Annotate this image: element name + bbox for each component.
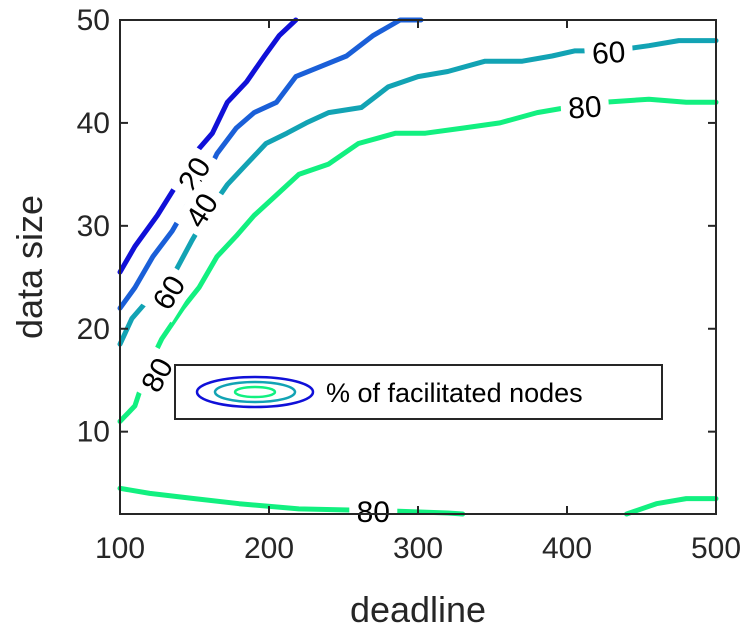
contour-label-80-bottom: 80 bbox=[357, 496, 390, 529]
legend-box bbox=[174, 364, 663, 420]
x-tick-label: 300 bbox=[393, 532, 443, 565]
y-tick-label: 10 bbox=[77, 416, 110, 449]
contour-line-40 bbox=[117, 17, 424, 311]
x-tick-label: 100 bbox=[95, 532, 145, 565]
axis-ticks: 100 200 300 400 500 10 20 30 40 50 bbox=[77, 4, 741, 565]
legend: % of facilitated nodes bbox=[174, 364, 663, 420]
contour-line-60 bbox=[117, 38, 719, 347]
legend-label: % of facilitated nodes bbox=[326, 378, 583, 408]
x-axis-label: deadline bbox=[350, 589, 486, 630]
contour-label-80-right: 80 bbox=[567, 90, 603, 125]
contour-line-80-lower-right bbox=[624, 496, 719, 517]
y-tick-label: 50 bbox=[77, 4, 110, 37]
y-tick-label: 20 bbox=[77, 313, 110, 346]
contour-line-20 bbox=[117, 17, 299, 275]
contour-label-20-bg bbox=[166, 144, 223, 205]
x-tick-label: 200 bbox=[244, 532, 294, 565]
contour-line-80-lower bbox=[117, 485, 466, 517]
contour-legend-icon bbox=[195, 375, 315, 409]
y-tick-label: 40 bbox=[77, 107, 110, 140]
contour-label-60-right-bg bbox=[583, 33, 634, 73]
x-tick-label: 500 bbox=[691, 532, 741, 565]
contour-label-80-bg bbox=[130, 345, 185, 405]
y-axis-label: data size bbox=[9, 195, 50, 339]
x-tick-label: 400 bbox=[542, 532, 592, 565]
contour-label-80-right-bg bbox=[559, 87, 611, 128]
contour-label-60-right: 60 bbox=[591, 36, 627, 71]
contour-label-80-bottom-bg bbox=[349, 493, 398, 530]
y-tick-label: 30 bbox=[77, 210, 110, 243]
contour-label-60-bg bbox=[141, 262, 198, 323]
contour-label-40-bg bbox=[173, 180, 230, 241]
